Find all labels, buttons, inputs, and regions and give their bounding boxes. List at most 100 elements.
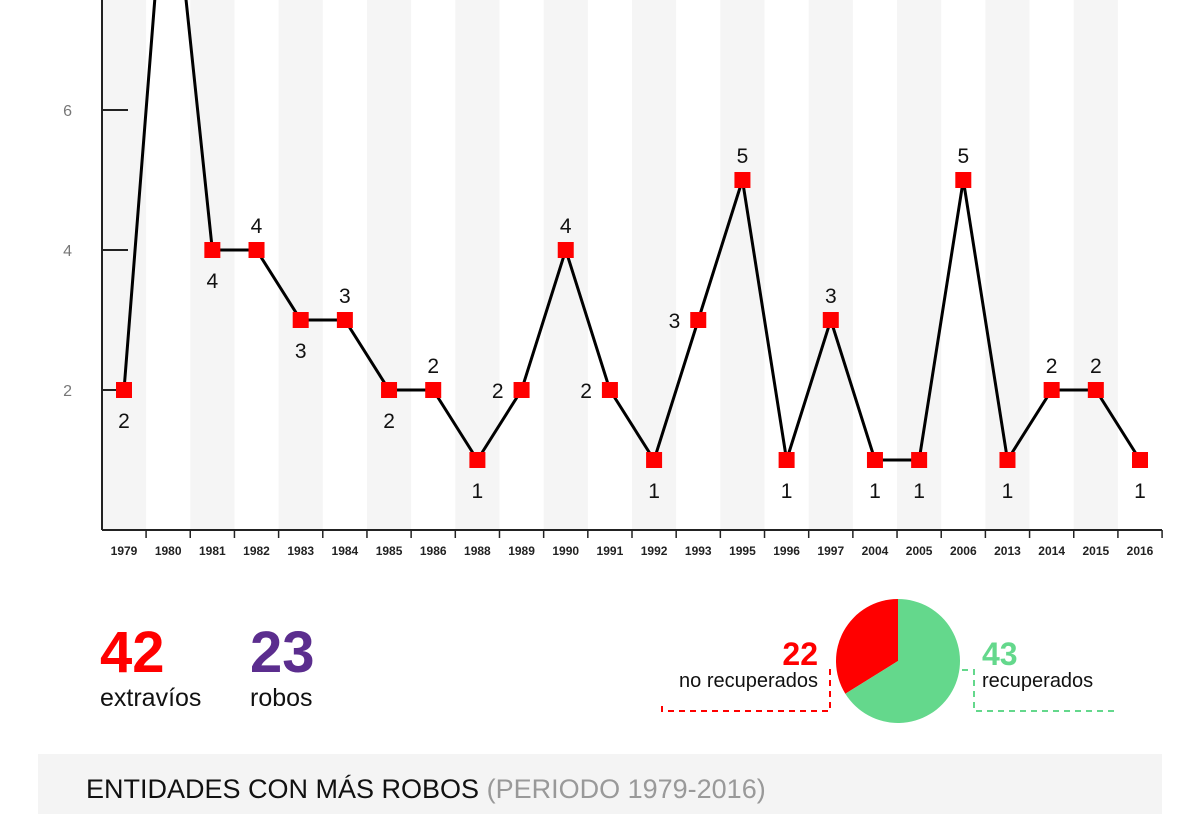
recuperados-label: recuperados — [982, 670, 1094, 692]
column-stripe — [632, 0, 677, 530]
x-tick-label: 1980 — [155, 544, 182, 558]
data-point — [469, 452, 486, 468]
x-tick-label: 1981 — [199, 544, 226, 558]
column-stripe — [366, 0, 412, 530]
column-stripe — [101, 0, 147, 530]
x-tick-label: 2014 — [1038, 544, 1065, 558]
pie-chart — [661, 599, 1114, 723]
data-label: 1 — [869, 480, 881, 503]
x-tick-label: 1990 — [552, 544, 579, 558]
series: 2 4 4 3 3 2 2 1 2 4 2 1 3 5 1 3 1 1 5 1 2 2 1 — [116, 0, 1148, 503]
data-label: 2 — [383, 410, 395, 433]
data-label: 2 — [492, 380, 504, 403]
data-point — [292, 312, 309, 328]
x-tick-label: 1984 — [332, 544, 359, 558]
data-label: 2 — [580, 380, 592, 403]
data-label: 1 — [913, 480, 925, 503]
x-tick-label: 1997 — [817, 544, 844, 558]
data-point — [601, 382, 618, 398]
robos-label: robos — [250, 684, 313, 712]
data-point — [248, 242, 265, 258]
pie-label-recuperados: 43 recuperados — [982, 638, 1093, 693]
data-label: 3 — [825, 285, 837, 308]
pie-slice-recuperados — [845, 599, 960, 723]
data-point — [646, 452, 663, 468]
no-recuperados-label: no recuperados — [679, 670, 818, 692]
column-stripe — [278, 0, 323, 530]
robos-value: 23 — [250, 620, 315, 685]
extravios-value: 42 — [100, 620, 165, 685]
y-tick-label: 6 — [63, 103, 72, 120]
data-point — [999, 452, 1016, 468]
data-point — [778, 452, 795, 468]
x-tick-label: 1992 — [641, 544, 668, 558]
data-point — [1132, 452, 1148, 468]
column-stripes — [101, 0, 1118, 530]
x-tick-label: 2013 — [994, 544, 1021, 558]
column-stripe — [897, 0, 942, 530]
x-tick-label: 1996 — [773, 544, 800, 558]
column-stripe — [985, 0, 1030, 530]
column-stripe — [543, 0, 588, 530]
data-label: 2 — [118, 410, 130, 433]
pie-slice-no-recuperados — [836, 599, 898, 694]
x-tick-label: 2006 — [950, 544, 977, 558]
x-tick-label: 2015 — [1082, 544, 1109, 558]
data-label: 1 — [1002, 480, 1014, 503]
x-tick-label: 1986 — [420, 544, 447, 558]
section-header: ENTIDADES CON MÁS ROBOS (PERIODO 1979-20… — [38, 754, 1162, 814]
x-tick-label: 1995 — [729, 544, 756, 558]
axes: 2 4 6 1979 1980 1981 1982 1983 1984 1985 1986 1988 1… — [63, 0, 1163, 558]
data-point — [336, 312, 353, 328]
data-point — [1087, 382, 1104, 398]
section-subtitle: (PERIODO 1979-2016) — [486, 774, 766, 804]
y-tick-label: 2 — [63, 383, 72, 400]
x-tick-label: 1989 — [508, 544, 535, 558]
column-stripe — [190, 0, 235, 530]
data-label: 2 — [1090, 355, 1102, 378]
column-stripe — [720, 0, 765, 530]
data-point — [557, 242, 574, 258]
x-tick-label: 2004 — [862, 544, 889, 558]
data-point — [116, 382, 132, 398]
data-label: 3 — [669, 310, 681, 333]
column-stripe — [455, 0, 500, 530]
series-line — [122, 0, 1142, 465]
x-tick-label: 1983 — [287, 544, 314, 558]
recuperados-value: 43 — [982, 636, 1018, 672]
data-point — [734, 172, 751, 188]
x-tick-label: 1982 — [243, 544, 270, 558]
data-point — [822, 312, 839, 328]
data-point — [381, 382, 398, 398]
data-point — [1043, 382, 1060, 398]
data-label: 2 — [427, 355, 439, 378]
data-label: 3 — [339, 285, 351, 308]
x-tick-label: 2016 — [1127, 544, 1154, 558]
no-recuperados-leader — [661, 669, 831, 712]
data-label: 1 — [648, 480, 660, 503]
data-point — [425, 382, 442, 398]
line-chart: 2 4 6 1979 1980 1981 1982 1983 1984 1985 1986 1988 1… — [63, 0, 1163, 558]
data-point — [955, 172, 972, 188]
x-tick-label: 1993 — [685, 544, 712, 558]
x-tick-label: 1988 — [464, 544, 491, 558]
data-point — [513, 382, 530, 398]
data-label: 4 — [251, 215, 263, 238]
x-tick-label: 1985 — [376, 544, 403, 558]
data-label: 1 — [781, 480, 793, 503]
data-label: 3 — [295, 340, 307, 363]
section-title: ENTIDADES CON MÁS ROBOS (PERIODO 1979-20… — [86, 774, 766, 805]
x-tick-label: 1991 — [597, 544, 624, 558]
data-point — [204, 242, 221, 258]
x-tick-label: 1979 — [111, 544, 138, 558]
data-label: 1 — [472, 480, 484, 503]
data-label: 4 — [560, 215, 572, 238]
data-point — [690, 312, 707, 328]
pie-label-no-recuperados: 22 no recuperados — [679, 638, 818, 693]
y-tick-label: 4 — [63, 243, 72, 260]
x-tick-label: 2005 — [906, 544, 933, 558]
extravios-label: extravíos — [100, 684, 202, 712]
data-label: 1 — [1134, 480, 1146, 503]
column-stripe — [808, 0, 853, 530]
stat-extravios: 42 extravíos — [100, 624, 201, 713]
